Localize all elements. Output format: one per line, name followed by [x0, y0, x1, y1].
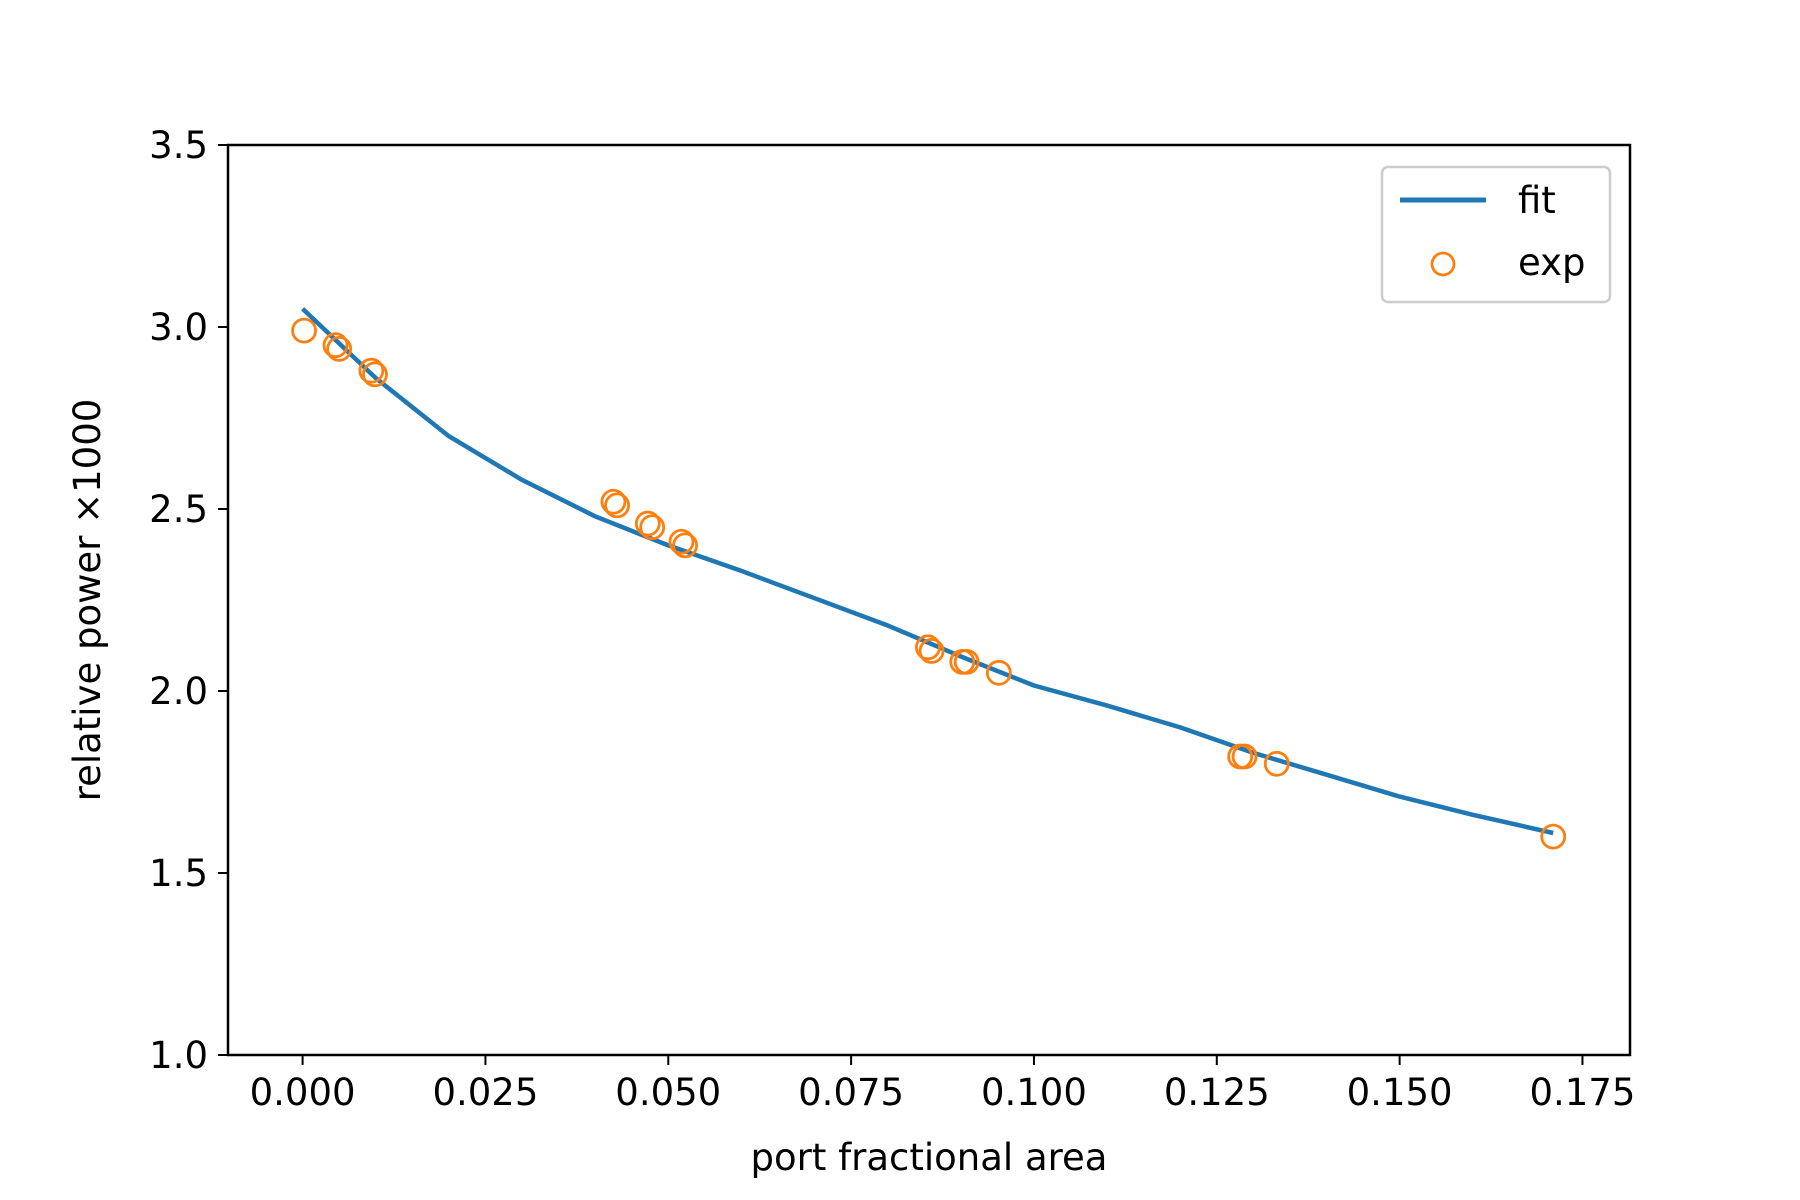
series-exp-point [918, 638, 945, 664]
x-tick-label: 0.125 [1164, 1071, 1270, 1114]
series-exp-point [634, 510, 661, 537]
series-exp-point [668, 528, 695, 555]
x-tick-label: 0.175 [1529, 1071, 1635, 1114]
series-exp-point [326, 335, 353, 362]
x-tick-label: 0.100 [981, 1071, 1087, 1114]
x-tick-label: 0.050 [615, 1071, 721, 1114]
legend-exp-label: exp [1518, 241, 1586, 284]
series-exp-point [672, 532, 698, 559]
series-exp-point [1231, 743, 1258, 770]
legend-exp-swatch [1430, 251, 1456, 277]
plot-frame [226, 143, 1632, 1057]
series-exp-point [953, 648, 980, 675]
legend: fit exp [1380, 165, 1612, 304]
series-exp-point [1540, 823, 1567, 850]
x-axis-label: port fractional area [751, 1136, 1108, 1179]
series-exp-point [362, 361, 388, 388]
x-tick-label: 0.150 [1347, 1071, 1453, 1114]
x-tick-label: 0.000 [250, 1071, 356, 1114]
series-exp-point [322, 332, 349, 359]
series-exp-point [639, 514, 666, 541]
series-fit-line [301, 307, 1554, 836]
series-exp-point [1263, 750, 1290, 777]
y-tick-label: 3.5 [149, 124, 208, 167]
y-axis: 1.0 1.5 2.0 2.5 3.0 3.5 [149, 124, 228, 1077]
series-exp-point [985, 659, 1012, 686]
legend-fit-label: fit [1518, 179, 1556, 222]
series-exp-point [291, 317, 317, 344]
y-axis-label: relative power ×1000 [66, 399, 109, 802]
series-exp-point [600, 488, 627, 515]
y-tick-label: 1.5 [149, 852, 208, 895]
plot-area [291, 307, 1567, 850]
y-tick-label: 2.5 [149, 488, 208, 531]
y-tick-label: 3.0 [149, 306, 208, 349]
y-tick-label: 2.0 [149, 670, 208, 713]
x-axis: 0.000 0.025 0.050 0.075 0.100 0.125 0.150 0.175 [250, 1055, 1635, 1114]
y-tick-label: 1.0 [149, 1034, 208, 1077]
x-tick-label: 0.075 [798, 1071, 904, 1114]
series-exp-point [358, 357, 385, 384]
series-exp-point [604, 492, 630, 519]
x-tick-label: 0.025 [432, 1071, 538, 1114]
series-exp-point [915, 634, 941, 661]
